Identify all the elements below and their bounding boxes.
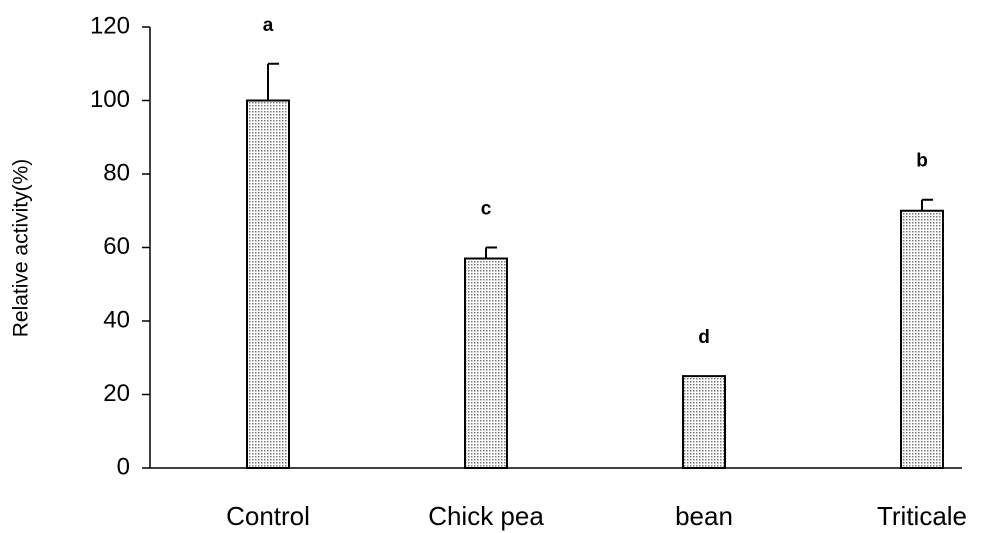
annotation: d bbox=[698, 327, 710, 348]
bar bbox=[464, 257, 508, 469]
y-tick-label: 80 bbox=[103, 159, 130, 186]
error-bar bbox=[485, 246, 497, 259]
y-tick-label: 120 bbox=[90, 12, 130, 39]
x-tick-label: Control bbox=[226, 501, 310, 531]
y-tick-label: 100 bbox=[90, 86, 130, 113]
bar bbox=[900, 209, 944, 469]
x-tick-label: Chick pea bbox=[428, 501, 544, 531]
error-bar bbox=[921, 198, 933, 211]
bar bbox=[246, 99, 290, 469]
annotation: c bbox=[481, 199, 492, 220]
y-tick-label: 40 bbox=[103, 306, 130, 333]
x-tick-label: Triticale bbox=[877, 501, 967, 531]
annotation: a bbox=[263, 15, 274, 36]
x-tick-label: bean bbox=[675, 501, 733, 531]
y-axis-label: Relative activity(%) bbox=[10, 159, 33, 338]
bar bbox=[682, 375, 726, 469]
y-tick-label: 20 bbox=[103, 380, 130, 407]
y-tick-label: 60 bbox=[103, 233, 130, 260]
annotation: b bbox=[916, 151, 928, 172]
y-tick-label: 0 bbox=[117, 453, 130, 480]
error-bar bbox=[267, 62, 279, 101]
